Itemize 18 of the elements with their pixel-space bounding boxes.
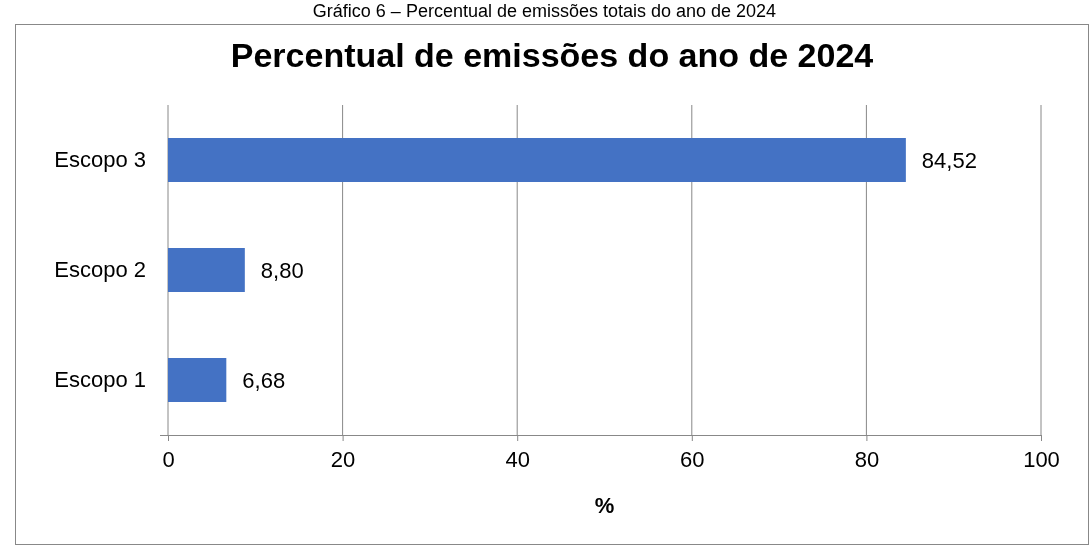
y-tick-label: Escopo 2 [54,257,146,283]
bar [168,248,245,292]
x-tick-label: 40 [505,446,530,472]
x-tick-label: 80 [854,446,880,472]
data-label: 6,68 [242,367,286,393]
x-tick-label: 0 [162,446,175,472]
x-axis-title: % [594,493,615,518]
bar [168,358,227,402]
text: Gráfico 6 – Percentual de emissões totais do ano de 2024 [312,1,777,21]
x-tick-label: 60 [680,446,705,472]
data-label: 84,52 [921,147,977,173]
x-tick-label: 100 [1023,446,1060,472]
chart-title: Percentual de emissões do ano de 2024 [230,36,874,74]
bar [168,138,906,182]
y-tick-label: Escopo 3 [54,147,146,173]
x-tick-label: 20 [330,446,356,472]
y-tick-label: Escopo 1 [54,367,146,393]
data-label: 8,80 [260,257,304,283]
